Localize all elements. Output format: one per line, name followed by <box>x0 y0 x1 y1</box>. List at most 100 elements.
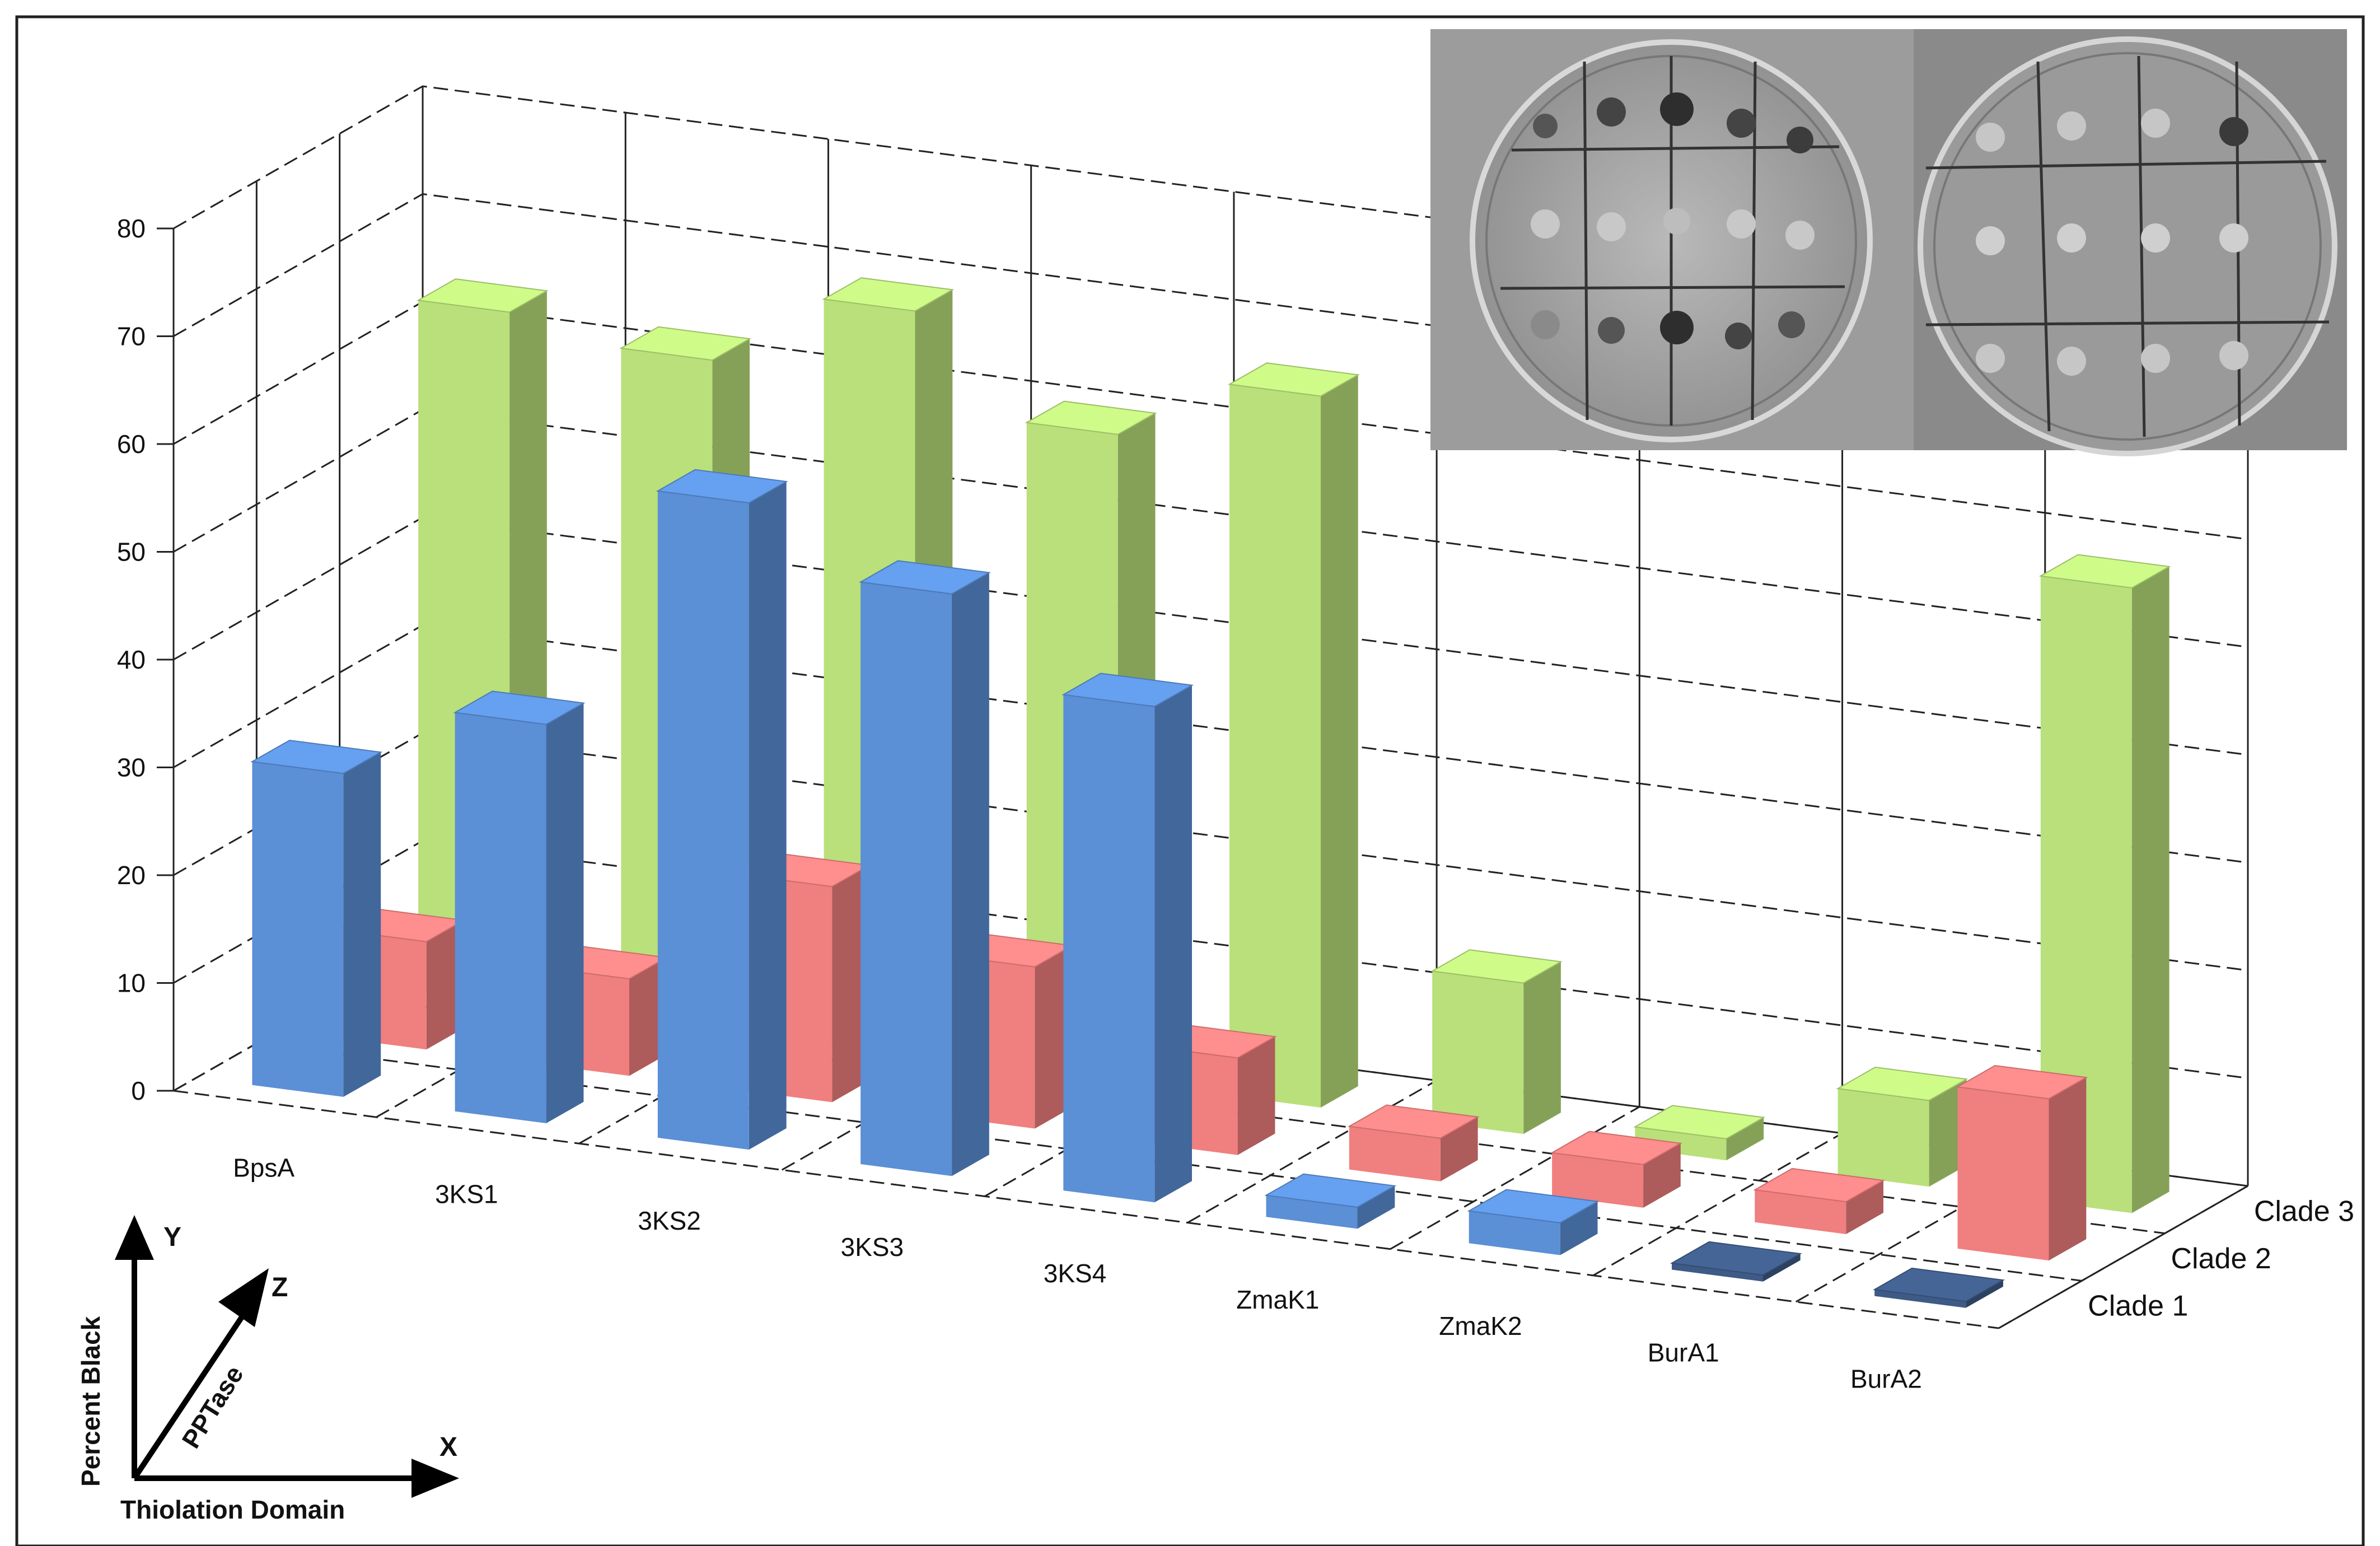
z-series-label: Clade 2 <box>2171 1243 2271 1275</box>
bar-side <box>1357 1185 1395 1229</box>
bar-side <box>1321 375 1358 1108</box>
bar-top <box>859 560 991 595</box>
key-z-arrow-line <box>132 1309 249 1480</box>
bar-clade-1-3ks3 <box>859 560 991 1176</box>
bar-side <box>629 958 667 1076</box>
bar-top <box>250 740 383 774</box>
gridline-floor-depth <box>1592 1132 1843 1277</box>
bar-side <box>1763 1254 1801 1282</box>
bar-front <box>861 582 952 1176</box>
bar-side <box>1237 1036 1275 1155</box>
bar-side <box>1846 1180 1883 1234</box>
gridline-floor-width <box>173 1090 1999 1329</box>
bar-top <box>1753 1167 1886 1203</box>
bar-side <box>1560 1201 1598 1255</box>
axis-key-diagram: Y X Z Percent Black Thiolation Domain PP… <box>76 1215 459 1524</box>
y-tick-label: 60 <box>117 429 146 459</box>
gridline-floor-depth <box>1390 1106 1640 1250</box>
bar-top <box>1836 1066 1968 1101</box>
bar-front <box>1552 1152 1644 1208</box>
bar-front <box>1469 1211 1560 1255</box>
bar-top <box>1025 400 1157 435</box>
key-y-axis-label: Percent Black <box>76 1316 105 1487</box>
y-tick-label: 80 <box>117 214 146 243</box>
bar-top <box>619 326 752 361</box>
petri-dish-left <box>1470 39 1873 442</box>
bar-front <box>455 712 546 1123</box>
bar-top <box>1062 672 1194 707</box>
bar-clade-1-bura1 <box>1670 1241 1802 1282</box>
bar-clade-3-bura1 <box>1836 1066 1968 1187</box>
bar-top <box>1347 1104 1480 1139</box>
bar-side <box>1035 945 1073 1129</box>
bar-front <box>252 762 344 1097</box>
bar-side <box>426 920 464 1050</box>
bar-top <box>1467 1189 1600 1223</box>
bar-front <box>2040 576 2132 1213</box>
z-series-label: Clade 1 <box>2088 1290 2188 1323</box>
bar-clade-2-bura2 <box>1956 1064 2088 1261</box>
y-tick-label: 10 <box>117 969 146 998</box>
x-category-label: BurA2 <box>1850 1364 1922 1393</box>
bar-front <box>1266 1195 1358 1229</box>
bar-side <box>2049 1077 2087 1261</box>
y-tick-label: 20 <box>117 861 146 890</box>
bar-clade-3-3ks4 <box>1227 362 1360 1108</box>
key-z-letter: Z <box>272 1273 288 1302</box>
x-category-label: 3KS1 <box>435 1180 498 1209</box>
bar-front <box>657 491 749 1150</box>
bar-side <box>546 703 584 1123</box>
y-tick-label: 70 <box>117 322 146 351</box>
bar-clade-1-3ks2 <box>656 469 788 1150</box>
bar-clade-3-bura2 <box>2038 554 2171 1213</box>
bar-top <box>453 690 586 725</box>
bar-top <box>822 277 955 312</box>
y-tick-label: 0 <box>131 1076 146 1105</box>
bar-clade-2-zmak2 <box>1550 1131 1682 1208</box>
x-category-label: BpsA <box>233 1153 294 1183</box>
y-tick-label: 30 <box>117 753 146 782</box>
bar-front <box>1874 1290 1966 1308</box>
bar-clade-1-3ks4 <box>1062 672 1194 1203</box>
bar-clade-1-bpsa <box>250 740 383 1097</box>
bar-front <box>1229 384 1321 1108</box>
bar-top <box>417 278 549 313</box>
bar-front <box>1957 1087 2049 1261</box>
bar-side <box>832 865 869 1103</box>
bar-clade-1-3ks1 <box>453 690 586 1123</box>
z-series-label: Clade 3 <box>2254 1195 2354 1227</box>
bar-top <box>1873 1267 2005 1302</box>
bar-top <box>1956 1064 2088 1100</box>
bar-side <box>1966 1280 2003 1308</box>
x-category-label: 3KS4 <box>1044 1259 1107 1288</box>
bar-side <box>2131 566 2169 1213</box>
key-y-letter: Y <box>163 1222 181 1252</box>
bar-top <box>656 469 788 504</box>
key-x-axis-label: Thiolation Domain <box>120 1495 345 1524</box>
key-z-arrowhead <box>218 1268 269 1327</box>
key-y-arrowhead <box>115 1215 154 1260</box>
bar-top <box>1633 1105 1766 1139</box>
key-x-letter: X <box>439 1432 457 1462</box>
bar-side <box>1726 1117 1764 1161</box>
bar-top <box>1550 1131 1682 1165</box>
bar-clade-3-zmak1 <box>1430 949 1563 1134</box>
gridline-floor-depth <box>1187 1080 1437 1223</box>
x-category-label: 3KS2 <box>638 1206 701 1235</box>
figure-border <box>15 15 2365 1546</box>
key-x-arrowhead <box>412 1459 459 1498</box>
bar-side <box>749 482 787 1150</box>
bar-front <box>1349 1126 1441 1181</box>
bar-front <box>1432 971 1524 1134</box>
bar-side <box>1154 685 1192 1203</box>
y-tick-label: 40 <box>117 645 146 674</box>
bar-side <box>1523 961 1561 1134</box>
bar-front <box>1755 1190 1846 1234</box>
bar-clade-1-zmak1 <box>1264 1173 1397 1229</box>
text-layer: 0 10 20 30 40 50 60 70 80 BpsA 3KS1 3KS2 3KS3 3KS4 Zma… <box>117 214 2354 1393</box>
bar-side <box>1929 1079 1967 1187</box>
bar-front <box>1837 1089 1929 1187</box>
petri-dish-right <box>1918 36 2337 456</box>
bar-clade-1-bura2 <box>1873 1267 2005 1308</box>
